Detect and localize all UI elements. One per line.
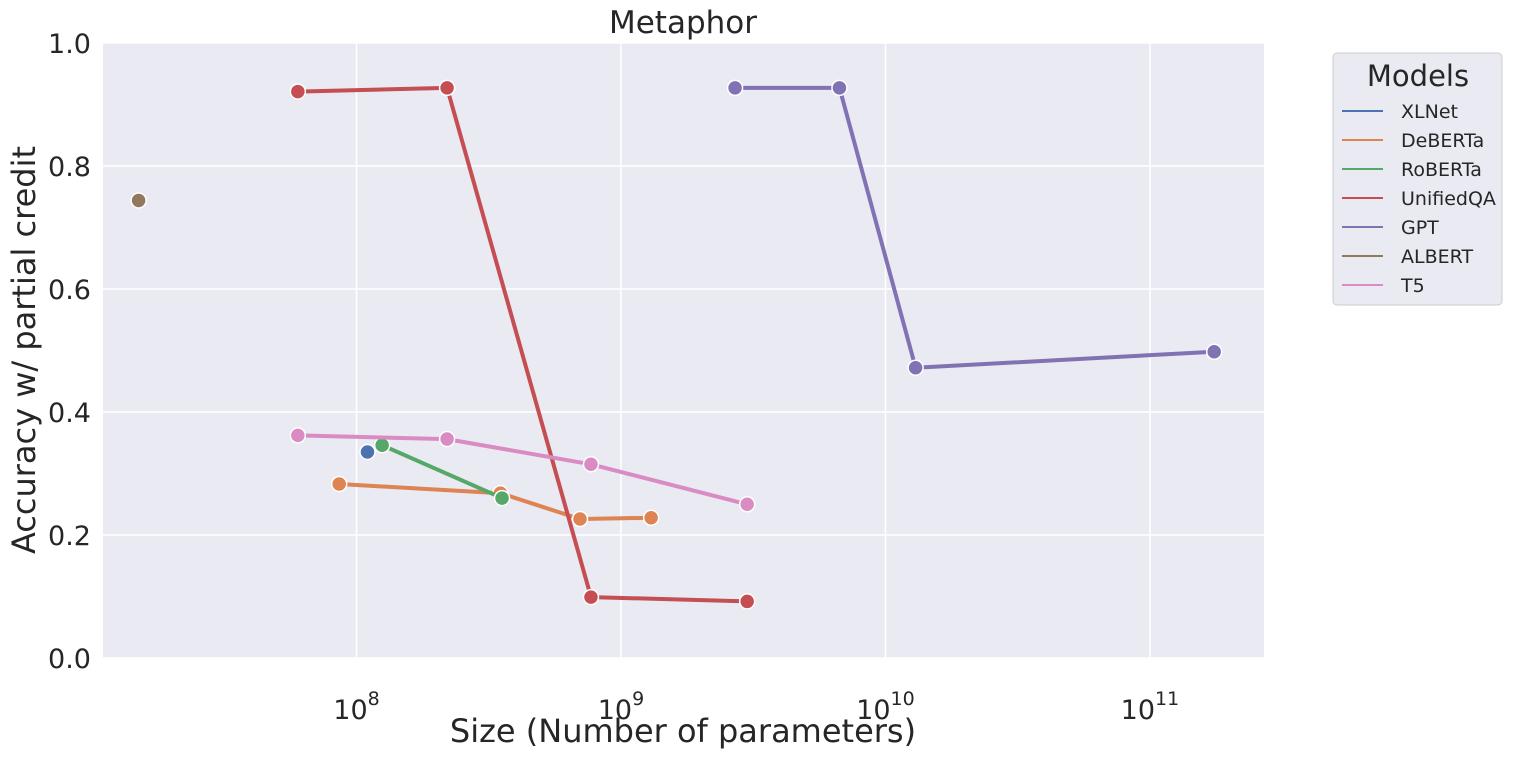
plot-area — [103, 43, 1264, 658]
legend-box — [1332, 52, 1503, 306]
data-point-deberta — [571, 510, 589, 528]
data-point-t5 — [738, 496, 756, 513]
y-tick-label: 0.0 — [48, 644, 91, 675]
data-point-gpt — [1205, 343, 1223, 360]
grid — [103, 42, 1264, 659]
y-tick-label: 0.6 — [48, 275, 91, 306]
series-line-roberta — [380, 443, 504, 501]
legend-label: T5 — [1400, 275, 1425, 297]
series-t5 — [289, 427, 756, 513]
data-point-t5 — [289, 427, 307, 444]
legend: Models XLNet DeBERTa RoBERTa UnifiedQA GPT AL… — [1332, 52, 1503, 306]
x-tick-exponent: 11 — [1155, 688, 1179, 710]
series-gpt — [726, 79, 1223, 376]
y-axis-ticks: 0.0 0.2 0.4 0.6 0.8 1.0 — [48, 29, 91, 675]
data-point-unifiedqa — [582, 588, 600, 606]
series-albert — [130, 192, 147, 209]
x-tick-base: 10 — [598, 695, 632, 726]
data-point-roberta — [373, 436, 391, 454]
legend-label: DeBERTa — [1401, 130, 1484, 152]
legend-item-xlnet: XLNet — [1342, 101, 1458, 123]
data-point-unifiedqa — [738, 593, 756, 610]
legend-label: ALBERT — [1401, 246, 1473, 268]
x-tick-label: 1011 — [1121, 688, 1180, 726]
data-point-t5 — [582, 456, 600, 473]
legend-item-deberta: DeBERTa — [1342, 130, 1484, 152]
data-point-gpt — [726, 79, 744, 97]
series-roberta — [373, 436, 511, 507]
y-tick-label: 0.4 — [48, 398, 91, 429]
x-axis-ticks: 108 109 1010 1011 — [333, 688, 1179, 726]
data-point-t5 — [438, 430, 456, 448]
x-tick-label: 1010 — [856, 688, 915, 726]
legend-label: RoBERTa — [1401, 159, 1482, 181]
data-point-unifiedqa — [289, 83, 307, 100]
y-tick-label: 1.0 — [48, 29, 91, 60]
x-tick-exponent: 10 — [891, 688, 915, 710]
x-tick-exponent: 8 — [368, 688, 380, 710]
x-tick-base: 10 — [333, 695, 367, 726]
data-point-gpt — [831, 79, 848, 97]
series-line-unifiedqa — [295, 85, 750, 604]
data-point-unifiedqa — [438, 79, 456, 97]
x-tick-label: 109 — [598, 688, 644, 726]
x-axis-label: Size (Number of parameters) — [450, 712, 916, 750]
legend-item-t5: T5 — [1342, 275, 1425, 297]
data-point-albert — [130, 192, 147, 209]
series-line-t5 — [295, 433, 750, 507]
data-point-roberta — [493, 489, 511, 507]
legend-item-roberta: RoBERTa — [1342, 159, 1482, 181]
series-layer — [130, 79, 1223, 610]
y-tick-label: 0.2 — [48, 521, 91, 552]
legend-item-unifiedqa: UnifiedQA — [1342, 188, 1496, 210]
y-tick-label: 0.8 — [48, 152, 91, 183]
data-point-deberta — [330, 475, 348, 493]
legend-label: UnifiedQA — [1401, 188, 1496, 210]
x-tick-label: 108 — [333, 688, 379, 726]
chart-title: Metaphor — [609, 5, 757, 41]
data-point-deberta — [642, 509, 660, 527]
x-tick-base: 10 — [1121, 695, 1155, 726]
legend-item-albert: ALBERT — [1342, 246, 1473, 268]
series-line-deberta — [337, 482, 654, 521]
series-line-gpt — [733, 85, 1217, 370]
legend-label: GPT — [1401, 217, 1439, 239]
x-tick-exponent: 9 — [632, 688, 644, 710]
legend-items: XLNet DeBERTa RoBERTa UnifiedQA GPT ALBERT T5 — [1342, 101, 1496, 297]
x-tick-base: 10 — [856, 695, 890, 726]
data-point-gpt — [907, 359, 924, 376]
legend-title: Models — [1367, 59, 1469, 93]
data-point-xlnet — [359, 443, 376, 461]
y-axis-label: Accuracy w/ partial credit — [5, 146, 43, 554]
legend-label: XLNet — [1401, 101, 1458, 123]
series-xlnet — [359, 443, 376, 461]
legend-item-gpt: GPT — [1342, 217, 1439, 239]
series-unifiedqa — [289, 79, 756, 610]
